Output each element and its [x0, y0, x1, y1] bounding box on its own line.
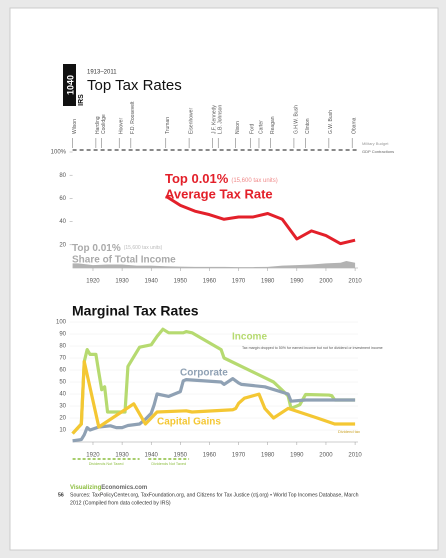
- president-name: Carter: [258, 120, 264, 134]
- area: [72, 261, 356, 268]
- line: [71, 360, 356, 435]
- source-line: Sources: TaxPolicyCenter.org, TaxFoundat…: [70, 492, 359, 498]
- series-group: Top 0.01% (15,600 tax units): [72, 243, 163, 254]
- x-tick-label: 1990: [290, 279, 304, 285]
- x-tick-label: 1960: [203, 279, 217, 285]
- x-tick-label: 1930: [115, 279, 129, 285]
- series-label: Capital Gains: [157, 417, 221, 428]
- y-tick-label: 40: [59, 392, 66, 398]
- series-label: Average Tax Rate: [165, 186, 273, 201]
- y-tick-label: 60: [59, 196, 66, 202]
- x-tick-label: 1920: [86, 453, 100, 459]
- chart-title: Marginal Tax Rates: [72, 303, 199, 319]
- site-name: VisualizingEconomics.com: [70, 485, 147, 491]
- strip-label: Military Budget: [362, 141, 389, 146]
- y-tick-label: 10: [59, 428, 66, 434]
- x-tick-label: 2000: [319, 453, 333, 459]
- y-tick-label: 70: [59, 356, 66, 362]
- series-label: Income: [232, 332, 267, 343]
- president-name: F.D. Roosevelt: [130, 101, 136, 134]
- president-name: Reagan: [270, 116, 276, 134]
- president-name: Clinton: [305, 118, 311, 134]
- x-tick-label: 2010: [348, 279, 362, 285]
- y-tick-label: 30: [59, 404, 66, 410]
- line: [164, 194, 356, 246]
- y-tick-label: 40: [59, 219, 66, 225]
- x-tick-label: 1950: [174, 279, 188, 285]
- president-name: Coolidge: [101, 114, 107, 134]
- group-note: (15,600 tax units): [124, 245, 163, 251]
- x-tick-label: 1950: [174, 453, 188, 459]
- president-name: G.W. Bush: [328, 110, 334, 134]
- x-tick-label: 1980: [261, 453, 275, 459]
- site-part: Economics.com: [101, 485, 147, 491]
- president-name: Obama: [352, 117, 358, 134]
- president-name: J.F. Kennedy: [212, 105, 218, 134]
- x-tick-label: 1990: [290, 453, 304, 459]
- x-tick-label: 1940: [145, 453, 159, 459]
- group-name: Top 0.01%: [165, 171, 229, 186]
- president-name: Truman: [165, 117, 171, 134]
- x-tick-label: 1980: [261, 279, 275, 285]
- page-card: [9, 7, 439, 551]
- x-tick-label: 1970: [232, 279, 246, 285]
- annotation: Dividends Not Taxed: [151, 462, 186, 466]
- president-name: Eisenhower: [188, 108, 194, 134]
- series-group: Top 0.01% (15,600 tax units): [165, 171, 278, 186]
- source-line: 2012 (Compiled from data collected by IR…: [70, 500, 171, 506]
- line: [71, 327, 356, 435]
- page-title: Top Tax Rates: [87, 77, 182, 94]
- x-tick-label: 1970: [232, 453, 246, 459]
- y-tick-label: 20: [59, 242, 66, 248]
- site-part: Visualizing: [70, 485, 102, 491]
- icon-agency: IRS: [78, 94, 85, 106]
- x-tick-label: 1940: [145, 279, 159, 285]
- y-tick-label: 80: [59, 173, 66, 179]
- x-tick-label: 1930: [115, 453, 129, 459]
- strip-label: GDP Contractions: [362, 149, 394, 154]
- x-tick-label: 2000: [319, 279, 333, 285]
- y-tick-label: 60: [59, 368, 66, 374]
- annotation: Tax margin dropped to 50% for earned inc…: [242, 346, 383, 350]
- form-icon: [63, 64, 76, 106]
- y-tick-label: 90: [59, 332, 66, 338]
- group-name: Top 0.01%: [72, 243, 121, 254]
- y-tick-label: 100%: [51, 150, 67, 156]
- x-tick-label: 1920: [86, 279, 100, 285]
- y-tick-label: 80: [59, 344, 66, 350]
- president-name: Ford: [250, 123, 256, 134]
- annotation: Dividend tax: [338, 429, 360, 434]
- x-tick-label: 1960: [203, 453, 217, 459]
- y-tick-label: 50: [59, 380, 66, 386]
- annotation: Dividends Not Taxed: [89, 462, 124, 466]
- icon-number: 1040: [65, 75, 75, 95]
- president-name: Wilson: [72, 119, 78, 134]
- president-name: L.B. Johnson: [218, 105, 224, 134]
- president-name: Harding: [95, 116, 101, 134]
- president-name: Hoover: [119, 118, 125, 134]
- page-number: 56: [58, 492, 64, 498]
- line: [72, 377, 356, 443]
- group-note: (15,600 tax units): [231, 178, 277, 184]
- president-name: G.H.W. Bush: [293, 105, 299, 134]
- x-tick-label: 2010: [348, 453, 362, 459]
- series-label: Share of Total Income: [72, 255, 176, 266]
- y-tick-label: 20: [59, 416, 66, 422]
- years: 1913–2011: [87, 70, 117, 76]
- series-label: Corporate: [180, 368, 228, 379]
- president-name: Nixon: [235, 121, 241, 134]
- y-tick-label: 100: [56, 320, 67, 326]
